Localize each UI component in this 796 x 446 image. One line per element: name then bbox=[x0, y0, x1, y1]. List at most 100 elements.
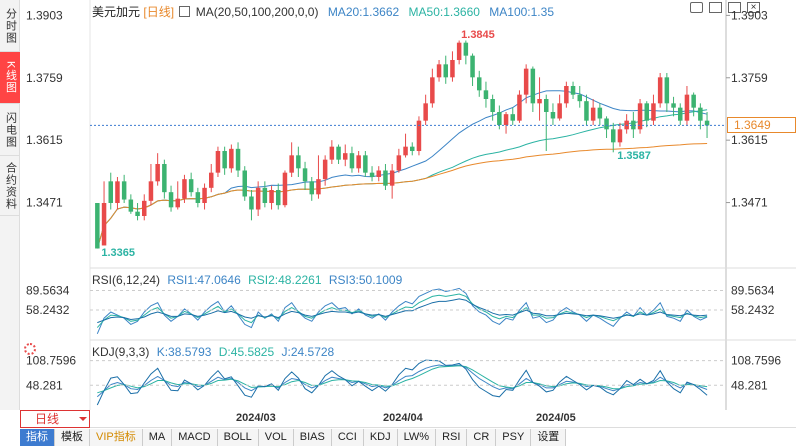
candle bbox=[101, 181, 107, 246]
indicator-tab-1[interactable]: 模板 bbox=[55, 429, 90, 446]
candle-body bbox=[215, 151, 221, 173]
ma-settings-icon[interactable] bbox=[179, 6, 191, 17]
candle-body bbox=[396, 155, 402, 171]
indicator-tab-8[interactable]: CCI bbox=[331, 429, 364, 446]
y-tick-label: 1.3903 bbox=[731, 8, 768, 22]
j-line bbox=[96, 359, 708, 406]
candle-body bbox=[523, 68, 529, 95]
camera-icon[interactable] bbox=[690, 2, 703, 13]
candle bbox=[329, 140, 335, 164]
sub-tick-label: 89.5634 bbox=[731, 283, 775, 297]
candle bbox=[108, 172, 113, 210]
ma50-line bbox=[96, 109, 708, 249]
candle bbox=[249, 190, 254, 221]
candle-body bbox=[537, 99, 542, 104]
candle bbox=[121, 174, 127, 203]
candle-body bbox=[517, 94, 522, 121]
candle bbox=[416, 116, 422, 156]
x-label-apr: 2024/04 bbox=[383, 412, 423, 424]
close-icon[interactable]: × bbox=[747, 2, 760, 13]
candle bbox=[624, 114, 629, 134]
candle-body bbox=[611, 129, 616, 143]
candle-body bbox=[309, 181, 314, 195]
rsi3-value: RSI3:50.1009 bbox=[328, 273, 403, 287]
candle-body bbox=[195, 192, 201, 203]
candle bbox=[570, 81, 576, 99]
kline-chart[interactable]: 89.5634 89.5634 58.2432 58.2432 108.7596 108… bbox=[20, 0, 796, 410]
minimize-icon[interactable] bbox=[709, 2, 722, 13]
indicator-tab-7[interactable]: BIAS bbox=[293, 429, 332, 446]
tab-kline[interactable]: K线图 bbox=[0, 52, 20, 104]
candle-body bbox=[175, 198, 180, 208]
indicator-tab-9[interactable]: KDJ bbox=[363, 429, 398, 446]
candle-body bbox=[664, 77, 670, 104]
y-tick-label: 1.3471 bbox=[731, 196, 768, 210]
candle-body bbox=[423, 103, 428, 121]
candle-body bbox=[604, 118, 609, 130]
period-bar: 日线 bbox=[20, 410, 796, 428]
candle bbox=[282, 170, 288, 208]
candle-body bbox=[443, 64, 448, 78]
candle-body bbox=[389, 170, 395, 186]
candle-body bbox=[363, 155, 368, 173]
indicator-tab-2[interactable]: VIP指标 bbox=[90, 429, 143, 446]
period-select[interactable]: 日线 bbox=[20, 410, 90, 428]
candle-body bbox=[530, 68, 536, 104]
candle bbox=[410, 142, 415, 156]
tab-contract-info[interactable]: 合约资料 bbox=[0, 156, 20, 216]
local-low-marker: 1.3587 bbox=[617, 150, 651, 163]
candle-body bbox=[671, 103, 676, 108]
candle-body bbox=[135, 211, 140, 216]
candle bbox=[483, 81, 489, 108]
candle-body bbox=[557, 103, 562, 119]
candle bbox=[95, 203, 100, 249]
kdj-header: KDJ(9,3,3) K:38.5793 D:45.5825 J:24.5728 bbox=[92, 345, 334, 359]
candle bbox=[430, 68, 435, 108]
tab-flash[interactable]: 闪电图 bbox=[0, 104, 20, 156]
indicator-tab-10[interactable]: LW% bbox=[397, 429, 437, 446]
k-value: K:38.5793 bbox=[156, 345, 212, 359]
candle-body bbox=[282, 172, 288, 206]
ma100-line bbox=[96, 143, 708, 249]
candle bbox=[523, 64, 529, 104]
candle-body bbox=[490, 99, 495, 112]
candle bbox=[470, 53, 475, 86]
y-tick-label-left: 1.3903 bbox=[26, 8, 63, 22]
candle-body bbox=[590, 107, 596, 121]
candle-body bbox=[296, 155, 301, 169]
maximize-icon[interactable] bbox=[728, 2, 741, 13]
indicator-tab-11[interactable]: RSI bbox=[436, 429, 468, 446]
candle-body bbox=[657, 77, 663, 104]
candle bbox=[316, 155, 321, 199]
indicator-tab-3[interactable]: MA bbox=[142, 429, 173, 446]
sub-tick-label-left: 89.5634 bbox=[26, 283, 70, 297]
candle-body bbox=[188, 179, 194, 193]
tab-timeshare[interactable]: 分时图 bbox=[0, 0, 20, 52]
rsi1-value: RSI1:47.0646 bbox=[167, 273, 241, 287]
indicator-tab-0[interactable]: 指标 bbox=[20, 429, 55, 446]
ma50-value: MA50:1.3660 bbox=[408, 5, 480, 19]
candle bbox=[678, 103, 683, 125]
ma20-line bbox=[96, 90, 708, 249]
indicator-tab-13[interactable]: PSY bbox=[496, 429, 532, 446]
candle bbox=[255, 181, 261, 216]
candle bbox=[463, 40, 469, 65]
indicator-tab-14[interactable]: 设置 bbox=[531, 429, 567, 446]
candle-body bbox=[704, 120, 710, 126]
candle bbox=[423, 94, 428, 125]
candle bbox=[383, 164, 388, 190]
candle-body bbox=[235, 148, 241, 171]
indicator-tab-5[interactable]: BOLL bbox=[217, 429, 259, 446]
candle-body bbox=[410, 146, 415, 151]
candle bbox=[436, 60, 442, 82]
indicator-tab-12[interactable]: CR bbox=[467, 429, 497, 446]
candle bbox=[644, 101, 649, 128]
candle bbox=[322, 155, 328, 186]
indicator-tab-6[interactable]: VOL bbox=[258, 429, 294, 446]
kdj-title: KDJ(9,3,3) bbox=[92, 345, 150, 359]
candle bbox=[235, 142, 241, 177]
kdj-settings-icon[interactable] bbox=[24, 343, 36, 355]
indicator-tab-4[interactable]: MACD bbox=[172, 429, 218, 446]
candle bbox=[637, 99, 643, 134]
y-tick-label-left: 1.3615 bbox=[26, 133, 63, 147]
